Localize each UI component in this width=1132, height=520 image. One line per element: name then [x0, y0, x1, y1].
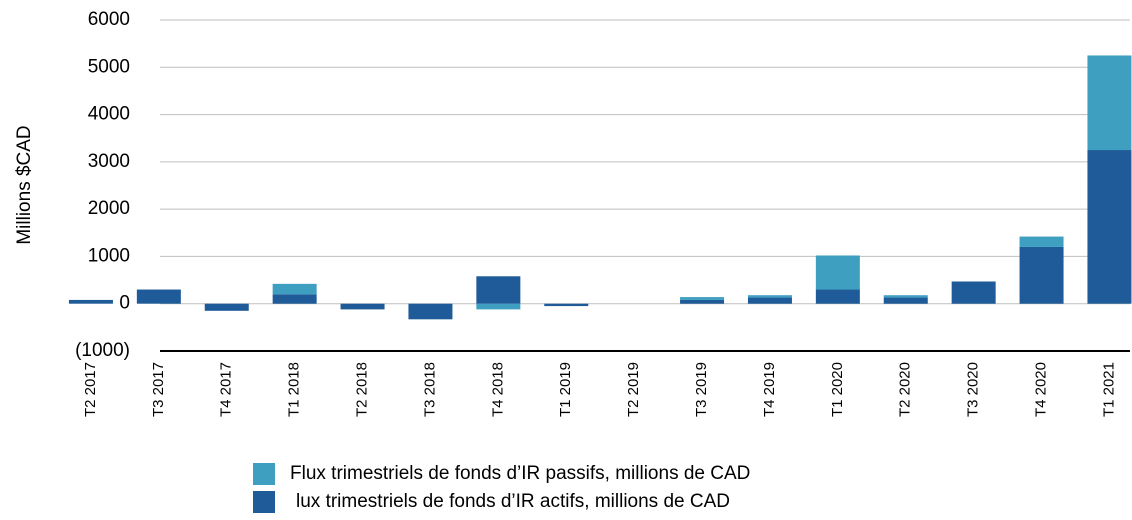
bar-segment: [476, 276, 521, 304]
bar-segment: [476, 303, 521, 310]
bar-segment: [951, 281, 996, 304]
legend-swatch: [253, 463, 275, 485]
bar-segment: [680, 299, 725, 304]
bar-segment: [883, 295, 928, 298]
y-tick-label: 0: [119, 293, 130, 314]
x-tick-label: T4 2017: [218, 362, 235, 417]
bar-segment: [1087, 55, 1132, 151]
legend-label: lux trimestriels de fonds d’IR actifs, m…: [296, 491, 730, 512]
x-tick-label: T4 2019: [761, 362, 778, 417]
y-tick-label: 1000: [88, 245, 130, 266]
x-tick-label: T1 2018: [286, 362, 303, 417]
x-tick-label: T1 2020: [829, 362, 846, 417]
bar-segment: [747, 297, 792, 304]
y-tick-label: 4000: [88, 104, 130, 125]
x-tick-label: T3 2020: [965, 362, 982, 417]
x-tick-label: T4 2020: [1033, 362, 1050, 417]
x-tick-label: T2 2018: [354, 362, 371, 417]
y-tick-label: 6000: [88, 9, 130, 30]
x-tick-label: T3 2019: [693, 362, 710, 417]
bar-segment: [815, 289, 860, 304]
bar-segment: [340, 303, 385, 310]
bar-segment: [408, 303, 453, 320]
y-tick-label: (1000): [75, 340, 130, 361]
bar-segment: [272, 294, 317, 304]
bar-segment: [1087, 150, 1132, 304]
x-tick-label: T3 2018: [421, 362, 438, 417]
bar-segment: [680, 297, 725, 300]
legend-swatch: [253, 491, 275, 513]
bar-segment: [68, 299, 113, 304]
bar-segment: [544, 303, 589, 307]
y-tick-label: 3000: [88, 151, 130, 172]
x-tick-label: T2 2020: [897, 362, 914, 417]
x-tick-label: T4 2018: [489, 362, 506, 417]
x-tick-label: T1 2021: [1100, 362, 1117, 417]
bar-segment: [136, 289, 181, 304]
bar-segment: [883, 297, 928, 304]
x-tick-label: T1 2019: [557, 362, 574, 417]
y-tick-label: 5000: [88, 56, 130, 77]
bar-segment: [1019, 236, 1064, 247]
bar-segment: [815, 255, 860, 290]
legend-label: Flux trimestriels de fonds d’IR passifs,…: [290, 463, 750, 484]
bar-segment: [1019, 246, 1064, 304]
y-tick-label: 2000: [88, 198, 130, 219]
x-tick-label: T3 2017: [150, 362, 167, 417]
y-axis-label: Millions $CAD: [14, 125, 35, 244]
bar-segment: [747, 295, 792, 298]
bar-segment: [204, 303, 249, 311]
x-tick-label: T2 2017: [82, 362, 99, 417]
bar-segment: [272, 283, 317, 295]
x-tick-label: T2 2019: [625, 362, 642, 417]
